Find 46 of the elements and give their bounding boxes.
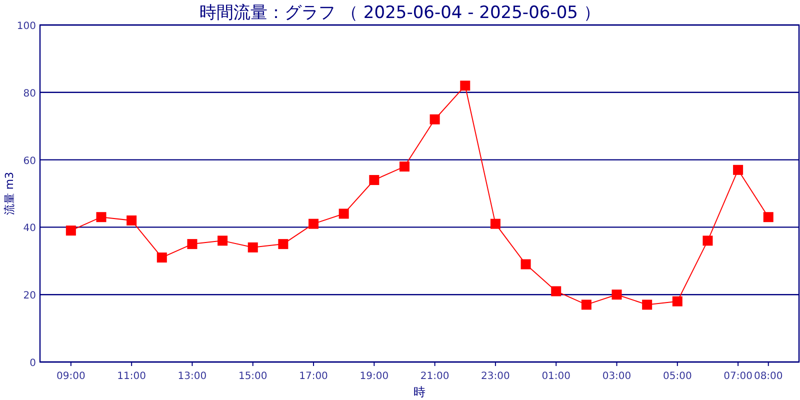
point <box>490 218 500 229</box>
x-tick-label: 07:00 <box>724 371 752 382</box>
point <box>551 286 562 296</box>
y-tick-label: 60 <box>23 156 36 167</box>
point <box>642 300 652 310</box>
point <box>581 300 592 310</box>
point <box>430 114 440 124</box>
y-tick-label: 80 <box>23 88 36 100</box>
x-tick-label: 03:00 <box>602 371 632 382</box>
point <box>520 259 531 270</box>
point <box>672 296 682 306</box>
point <box>702 236 713 246</box>
point <box>308 218 319 229</box>
point <box>399 162 410 172</box>
y-tick-label: 40 <box>23 223 36 234</box>
chart-title: 時間流量：グラフ （ 2025-06-04 - 2025-06-05 ） <box>200 3 600 23</box>
point <box>66 226 76 236</box>
x-tick-label: 13:00 <box>178 371 207 382</box>
point <box>156 252 167 263</box>
point <box>763 212 774 222</box>
x-axis-title: 時 <box>414 385 426 399</box>
point <box>96 212 106 222</box>
x-tick-label: 23:00 <box>481 371 510 382</box>
point <box>460 80 470 91</box>
point <box>369 175 380 186</box>
point <box>338 208 349 219</box>
x-tick-label: 17:00 <box>299 371 328 382</box>
x-tick-label: 08:00 <box>754 371 783 382</box>
y-tick-label: 20 <box>23 290 36 302</box>
x-tick-label: 05:00 <box>662 371 692 382</box>
x-tick-label: 19:00 <box>360 371 389 382</box>
point <box>278 239 288 250</box>
point <box>126 215 137 226</box>
point <box>248 242 258 252</box>
point <box>187 239 198 250</box>
x-tick-label: 21:00 <box>420 371 450 382</box>
x-tick-label: 09:00 <box>56 371 86 382</box>
point <box>733 164 744 175</box>
x-tick-label: 15:00 <box>238 371 268 382</box>
y-tick-label: 100 <box>16 21 36 32</box>
point <box>612 290 622 300</box>
point <box>218 236 228 246</box>
y-tick-label: 0 <box>30 358 36 369</box>
y-axis-title: 流量 m3 <box>3 172 16 216</box>
x-tick-label: 01:00 <box>542 371 571 382</box>
x-tick-label: 11:00 <box>117 371 146 382</box>
